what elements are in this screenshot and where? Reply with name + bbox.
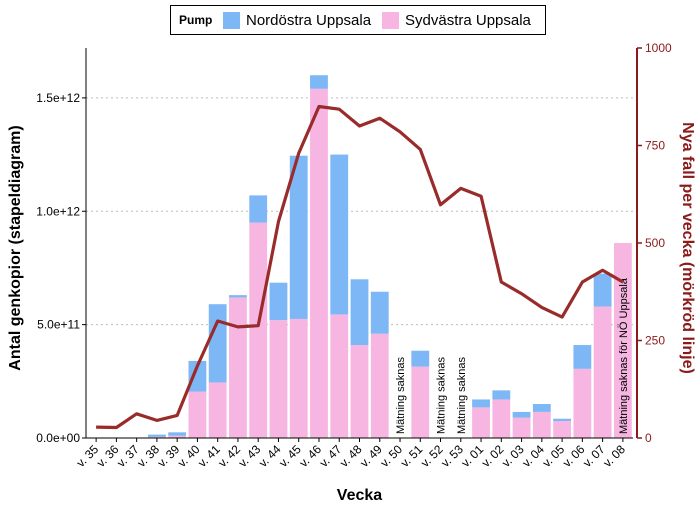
bar-sydvastra-7 [229,297,247,438]
bar-sydvastra-4 [168,435,187,438]
bar-nordostra-25 [593,273,612,307]
bar-nordostra-16 [411,350,430,367]
bar-sydvastra-12 [330,314,349,438]
bar-nordostra-22 [532,403,551,412]
bar-nordostra-23 [553,418,572,421]
y-right-tick-label-4: 1000 [645,41,672,55]
bar-nordostra-10 [289,155,308,319]
legend-swatch-sydvastra [382,12,399,29]
bar-nordostra-8 [249,195,268,223]
bar-sydvastra-24 [573,368,592,438]
bar-nordostra-19 [472,399,490,408]
bar-nordostra-24 [573,345,592,369]
bar-sydvastra-20 [492,399,511,438]
bar-sydvastra-11 [310,88,328,438]
bar-sydvastra-21 [512,417,531,438]
y-tick-label-2: 1.0e+12 [36,204,80,218]
x-axis-title: Vecka [337,487,382,504]
bar-sydvastra-16 [411,366,430,438]
bar-nordostra-13 [350,279,369,346]
legend-label-nordostra: Nordöstra Uppsala [246,12,372,29]
bar-sydvastra-5 [188,391,207,438]
y-axis-title-left: Antal genkopior (stapeldiagram) [7,125,24,370]
y-tick-label-3: 1.5e+12 [36,91,80,105]
bar-sydvastra-25 [593,306,612,438]
line-new-cases [96,104,624,430]
annotation-1: Mätning saknas [436,356,448,434]
bar-sydvastra-3 [147,436,166,438]
legend-swatch-nordostra [223,12,240,29]
bar-nordostra-9 [269,282,288,321]
y-right-tick-label-0: 0 [645,431,652,445]
bar-nordostra-4 [168,432,187,436]
annotation-0: Mätning saknas [395,356,407,434]
bar-nordostra-12 [330,154,349,315]
annotation-2: Mätning saknas [456,356,468,434]
bar-nordostra-6 [208,304,227,383]
legend-label-sydvastra: Sydvästra Uppsala [405,12,531,29]
bar-nordostra-3 [147,434,166,437]
legend: Pump Nordöstra Uppsala Sydvästra Uppsala [170,5,546,35]
bar-sydvastra-26 [613,243,632,438]
y-right-tick-label-1: 250 [645,334,665,348]
bar-sydvastra-10 [289,318,308,438]
bar-sydvastra-19 [472,407,490,438]
annotation-3: Mätning saknas för NÖ Uppsala [618,277,630,434]
bar-sydvastra-9 [269,320,288,438]
y-tick-label-0: 0.0e+00 [36,431,80,445]
bar-nordostra-21 [512,411,531,418]
bar-nordostra-20 [492,390,511,400]
bar-sydvastra-22 [532,411,551,438]
y-tick-label-1: 5.0e+11 [37,318,80,332]
bar-sydvastra-13 [350,345,369,438]
bar-sydvastra-8 [249,222,268,438]
x-tick-label-26: v. 08 [600,442,628,470]
y-right-tick-label-2: 500 [645,236,665,250]
y-axis-title-right: Nya fall per vecka (mörkröd linje) [679,122,696,374]
bar-nordostra-11 [310,75,328,89]
bar-nordostra-7 [229,295,247,298]
bar-nordostra-5 [188,360,207,392]
y-right-tick-label-3: 750 [645,139,665,153]
bar-sydvastra-6 [208,382,227,438]
legend-title: Pump [179,13,213,27]
bar-sydvastra-23 [553,420,572,438]
bar-nordostra-14 [370,291,389,334]
bar-sydvastra-14 [370,333,389,438]
